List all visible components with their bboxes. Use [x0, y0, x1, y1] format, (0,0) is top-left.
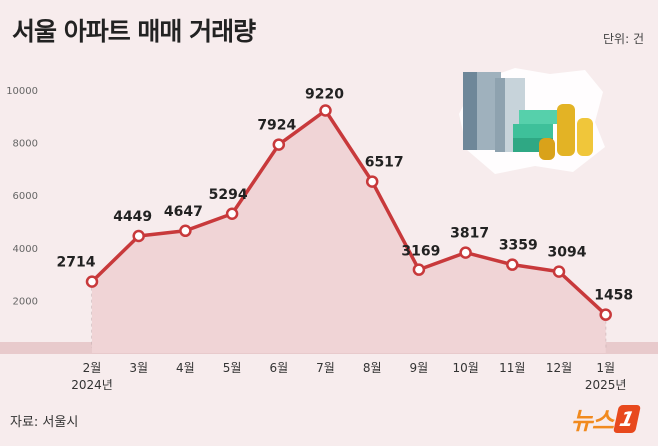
x-tick-label: 5월	[223, 361, 242, 375]
data-label: 5294	[209, 187, 248, 203]
data-label: 3094	[548, 245, 587, 261]
series-line	[90, 108, 607, 316]
x-tick-label: 10월	[452, 361, 478, 375]
data-label: 3817	[450, 226, 489, 242]
data-point	[85, 275, 99, 288]
x-tick-label: 11월	[499, 361, 525, 375]
x-tick-label: 6월	[269, 361, 288, 375]
data-point	[365, 175, 379, 188]
x-tick-label: 4월	[176, 361, 195, 375]
data-point	[506, 258, 519, 271]
news1-logo: 뉴스 1	[570, 401, 641, 436]
logo-mark: 1	[613, 404, 641, 433]
y-tick-label: 4000	[13, 244, 38, 255]
x-axis: 2월 3월 4월 5월 6월 7월 8월 9월 10월 11월 12월 1월 2024년 2025년	[71, 361, 626, 392]
data-label: 6517	[365, 155, 404, 171]
y-axis: 2000 4000 6000 8000 10000	[6, 86, 38, 307]
x-year-label: 2024년	[71, 378, 113, 392]
data-point	[132, 229, 145, 243]
data-point	[599, 308, 612, 321]
y-tick-label: 8000	[13, 139, 38, 150]
x-tick-label: 9월	[410, 361, 429, 375]
x-year-label: 2025년	[585, 378, 627, 392]
y-tick-label: 6000	[13, 191, 38, 202]
x-tick-label: 1월	[596, 361, 615, 375]
data-labels: 2714 4449 4647 5294 7924 9220 6517 3169 3817 3359…	[57, 87, 634, 304]
data-point	[272, 138, 286, 151]
logo-text: 뉴스	[570, 407, 614, 435]
chart-title: 서울 아파트 매매 거래량	[12, 17, 256, 46]
data-point	[225, 207, 239, 221]
data-label: 3169	[401, 244, 440, 260]
x-tick-label: 2월	[83, 361, 102, 375]
unit-label: 단위: 건	[603, 32, 644, 46]
illustration	[459, 68, 605, 174]
y-tick-label: 10000	[6, 86, 38, 97]
source-note: 자료: 서울시	[10, 415, 79, 430]
x-tick-label: 8월	[363, 361, 382, 375]
data-point	[319, 104, 332, 117]
data-point	[552, 265, 566, 278]
data-label: 2714	[57, 255, 96, 271]
x-tick-label: 12월	[546, 361, 572, 375]
data-label: 4647	[164, 204, 203, 220]
data-label: 3359	[499, 238, 538, 254]
data-point	[179, 224, 192, 238]
data-points	[85, 104, 612, 321]
data-label: 1458	[594, 288, 633, 304]
data-label: 9220	[305, 87, 344, 103]
x-tick-label: 3월	[129, 361, 148, 375]
x-tick-label: 7월	[316, 361, 335, 375]
building-icon	[463, 72, 525, 152]
data-label: 4449	[113, 209, 152, 225]
y-tick-label: 2000	[13, 296, 38, 307]
data-label: 7924	[257, 118, 296, 134]
area-fill	[92, 110, 606, 353]
data-point	[412, 263, 426, 276]
coins-icon	[539, 104, 593, 160]
data-point	[459, 246, 472, 259]
